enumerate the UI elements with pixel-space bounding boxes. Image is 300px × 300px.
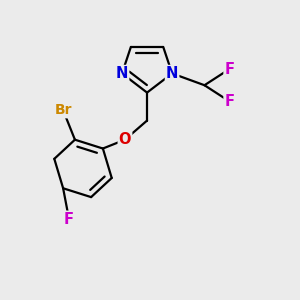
Text: N: N <box>116 66 128 81</box>
Text: Br: Br <box>54 103 72 117</box>
Text: F: F <box>224 61 235 76</box>
Text: F: F <box>64 212 74 227</box>
Text: F: F <box>224 94 235 109</box>
Text: O: O <box>119 132 131 147</box>
Text: N: N <box>166 66 178 81</box>
